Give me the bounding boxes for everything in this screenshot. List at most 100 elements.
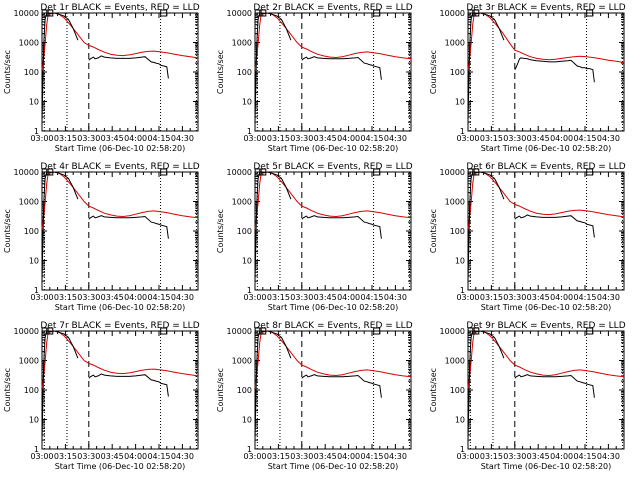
lld-rate-line [467,330,625,388]
panel-title: Det 7r BLACK = Events, RED = LLD [40,321,199,331]
event-rate-line [88,373,169,397]
y-tick-label: 100 [24,227,39,236]
event-rate-line [254,12,292,123]
y-tick-label: 1 [460,127,465,136]
x-tick-label: 03:15 [480,134,503,143]
box-marker [373,168,381,176]
y-tick-label: 100 [24,386,39,395]
y-tick-label: 100 [450,386,465,395]
y-tick-label: 1000 [19,357,39,366]
x-tick-label: 03:30 [290,452,313,461]
detector-panel: Det 7r BLACK = Events, RED = LLD 1 10 100 10… [3,321,200,471]
y-tick-label: 1 [460,445,465,454]
box-marker [472,168,480,176]
box-marker [254,9,262,17]
box-marker [586,327,594,335]
y-tick-label: 1 [247,286,252,295]
x-tick-label: 04:30 [171,134,194,143]
box-marker [46,9,54,17]
box-marker [160,327,168,335]
box-marker [586,168,594,176]
x-tick-label: 04:15 [360,293,383,302]
x-tick-label: 03:00 [243,134,266,143]
x-tick-label: 03:15 [480,452,503,461]
box-marker [46,327,54,335]
y-tick-label: 1000 [445,39,465,48]
lld-rate-line [254,330,412,388]
y-tick-label: 10 [455,257,465,266]
y-tick-label: 100 [450,227,465,236]
x-axis-label: Start Time (06-Dec-10 02:58:20) [481,303,612,312]
y-axis-label: Counts/sec [3,50,12,94]
y-tick-label: 1 [460,286,465,295]
y-axis-label: Counts/sec [429,50,438,94]
x-axis-label: Start Time (06-Dec-10 02:58:20) [268,144,399,153]
x-tick-label: 04:00 [550,452,573,461]
event-rate-line [88,55,169,79]
detector-panel: Det 6r BLACK = Events, RED = LLD 1 10 100 10… [429,162,626,312]
x-tick-label: 03:30 [503,452,526,461]
y-tick-label: 1000 [19,198,39,207]
x-tick-label: 03:30 [290,134,313,143]
panel-title: Det 3r BLACK = Events, RED = LLD [466,3,625,13]
y-tick-label: 10000 [440,9,465,18]
plot-frame [467,12,625,132]
y-tick-label: 10 [455,98,465,107]
y-tick-label: 1000 [19,39,39,48]
event-rate-line [301,215,382,239]
x-tick-label: 03:00 [456,293,479,302]
box-marker [467,168,475,176]
x-tick-label: 03:45 [101,134,124,143]
event-rate-line [41,171,79,282]
x-tick-label: 04:15 [573,293,596,302]
x-tick-label: 04:00 [124,134,147,143]
x-tick-label: 04:30 [171,293,194,302]
x-tick-label: 03:30 [503,293,526,302]
x-tick-label: 03:45 [527,134,550,143]
x-tick-label: 04:15 [360,452,383,461]
y-tick-label: 10 [242,257,252,266]
plot-frame [254,330,412,450]
event-rate-line [41,330,79,441]
x-axis-label: Start Time (06-Dec-10 02:58:20) [55,144,186,153]
x-axis-label: Start Time (06-Dec-10 02:58:20) [481,462,612,471]
y-axis-label: Counts/sec [3,209,12,253]
box-marker [46,168,54,176]
x-tick-label: 03:15 [480,293,503,302]
x-tick-label: 04:00 [550,293,573,302]
box-marker [373,9,381,17]
y-tick-label: 100 [24,68,39,77]
event-rate-line [41,12,79,123]
y-tick-label: 1 [34,445,39,454]
x-tick-label: 03:00 [30,452,53,461]
x-tick-label: 03:15 [267,452,290,461]
y-axis-label: Counts/sec [216,368,225,412]
x-tick-label: 03:15 [54,452,77,461]
y-tick-label: 10000 [227,9,252,18]
x-tick-label: 04:30 [171,452,194,461]
x-tick-label: 04:30 [384,134,407,143]
x-tick-label: 04:30 [597,134,620,143]
x-tick-label: 03:45 [314,134,337,143]
x-tick-label: 03:00 [243,452,266,461]
y-tick-label: 10 [242,416,252,425]
x-axis-label: Start Time (06-Dec-10 02:58:20) [55,303,186,312]
detector-panel: Det 1r BLACK = Events, RED = LLD 1 10 100 10… [3,3,200,153]
box-marker [41,327,49,335]
y-tick-label: 1000 [232,39,252,48]
detector-panel: Det 4r BLACK = Events, RED = LLD 1 10 100 10… [3,162,200,312]
x-tick-label: 04:00 [124,293,147,302]
x-tick-label: 04:00 [337,134,360,143]
panel-title: Det 4r BLACK = Events, RED = LLD [40,162,199,172]
x-tick-label: 03:15 [267,293,290,302]
box-marker [259,327,267,335]
plot-frame [254,171,412,291]
x-tick-label: 03:45 [101,293,124,302]
detector-panel: Det 8r BLACK = Events, RED = LLD 1 10 100 10… [216,321,413,471]
y-tick-label: 10000 [14,327,39,336]
detector-panel: Det 9r BLACK = Events, RED = LLD 1 10 100 10… [429,321,626,471]
x-tick-label: 04:15 [360,134,383,143]
plot-frame [467,171,625,291]
x-tick-label: 03:30 [503,134,526,143]
event-rate-line [88,215,169,239]
